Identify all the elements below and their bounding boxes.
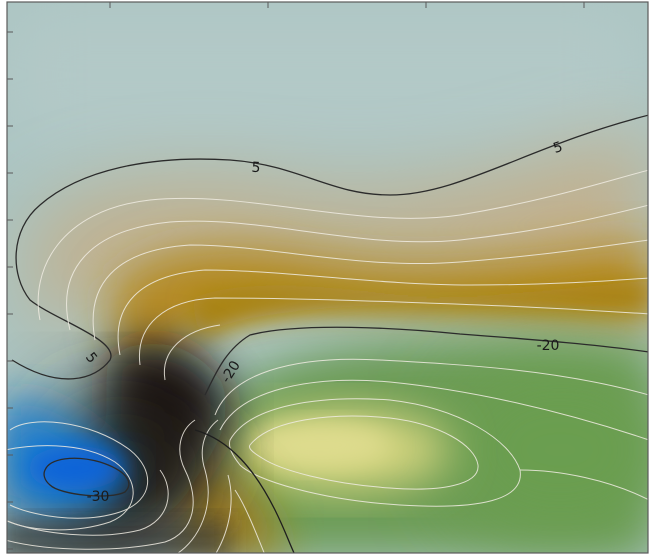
contour-dark-lower: [194, 429, 295, 553]
contour-light-12: [9, 421, 148, 519]
contour-5: [11, 114, 648, 380]
field-blue-core: [27, 446, 123, 490]
contour-light-8: [219, 379, 648, 441]
field-green-right: [440, 360, 648, 540]
contour-light-13: [7, 445, 134, 531]
contour-light-7: [214, 358, 648, 416]
field-tan-band: [30, 130, 648, 340]
field-yellow-core: [250, 423, 390, 467]
contour-minus-20: [204, 326, 648, 396]
contour-light-4: [117, 269, 648, 356]
contour-minus-30: [43, 457, 130, 497]
contour-light-2: [66, 204, 648, 331]
contour-light-18: [234, 489, 265, 553]
contour-label: 5: [251, 160, 261, 177]
contour-light-10: [249, 415, 479, 490]
contour-light-11: [519, 469, 648, 501]
contour-light-16: [177, 419, 219, 553]
contour-light-3: [92, 239, 648, 341]
field-ochre-core: [190, 280, 648, 335]
contour-light-15: [7, 419, 196, 550]
contour-light-1: [37, 169, 648, 321]
contour-light-14: [7, 469, 169, 536]
field-lower-left-dark: [7, 520, 230, 553]
contour-light-17: [215, 474, 232, 553]
contour-label: -30: [87, 489, 110, 505]
contour-light-5: [138, 297, 648, 366]
contour-light-9: [229, 398, 521, 507]
contour-label: -20: [537, 338, 560, 354]
contour-light-6: [163, 324, 221, 381]
field-upper: [7, 2, 648, 150]
plot-frame: [6, 1, 649, 554]
